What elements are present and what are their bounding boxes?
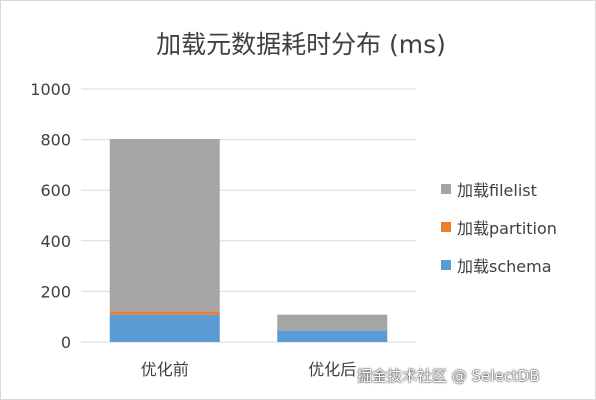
y-axis-ticks: 0 200 400 600 800 1000 <box>30 80 71 352</box>
y-tick-label: 800 <box>40 131 71 150</box>
legend-swatch <box>441 184 451 194</box>
bar-segment <box>109 139 220 312</box>
legend-label: 加载schema <box>457 257 552 276</box>
legend-item: 加载partition <box>441 217 557 238</box>
legend: 加载filelist 加载partition 加载schema <box>441 179 557 293</box>
x-tick-label: 优化前 <box>141 360 189 379</box>
watermark: 掘金技术社区 @ SelectDB <box>357 367 540 385</box>
legend-label: 加载filelist <box>457 181 537 200</box>
legend-label: 加载partition <box>457 219 557 238</box>
bars <box>109 139 388 342</box>
y-tick-label: 600 <box>40 181 71 200</box>
bar-segment <box>109 311 220 315</box>
x-tick-label: 优化后 <box>308 360 356 379</box>
bar-segment <box>109 314 220 342</box>
legend-swatch <box>441 260 451 270</box>
y-tick-label: 1000 <box>30 80 71 99</box>
legend-swatch <box>441 222 451 232</box>
y-tick-label: 200 <box>40 282 71 301</box>
bar-segment <box>277 330 388 342</box>
legend-item: 加载filelist <box>441 179 557 200</box>
legend-item: 加载schema <box>441 255 557 276</box>
chart-title: 加载元数据耗时分布 (ms) <box>156 30 446 59</box>
y-tick-label: 0 <box>61 333 71 352</box>
bar-segment <box>277 314 388 331</box>
y-tick-label: 400 <box>40 232 71 251</box>
x-axis-ticks: 优化前 优化后 <box>141 360 357 379</box>
